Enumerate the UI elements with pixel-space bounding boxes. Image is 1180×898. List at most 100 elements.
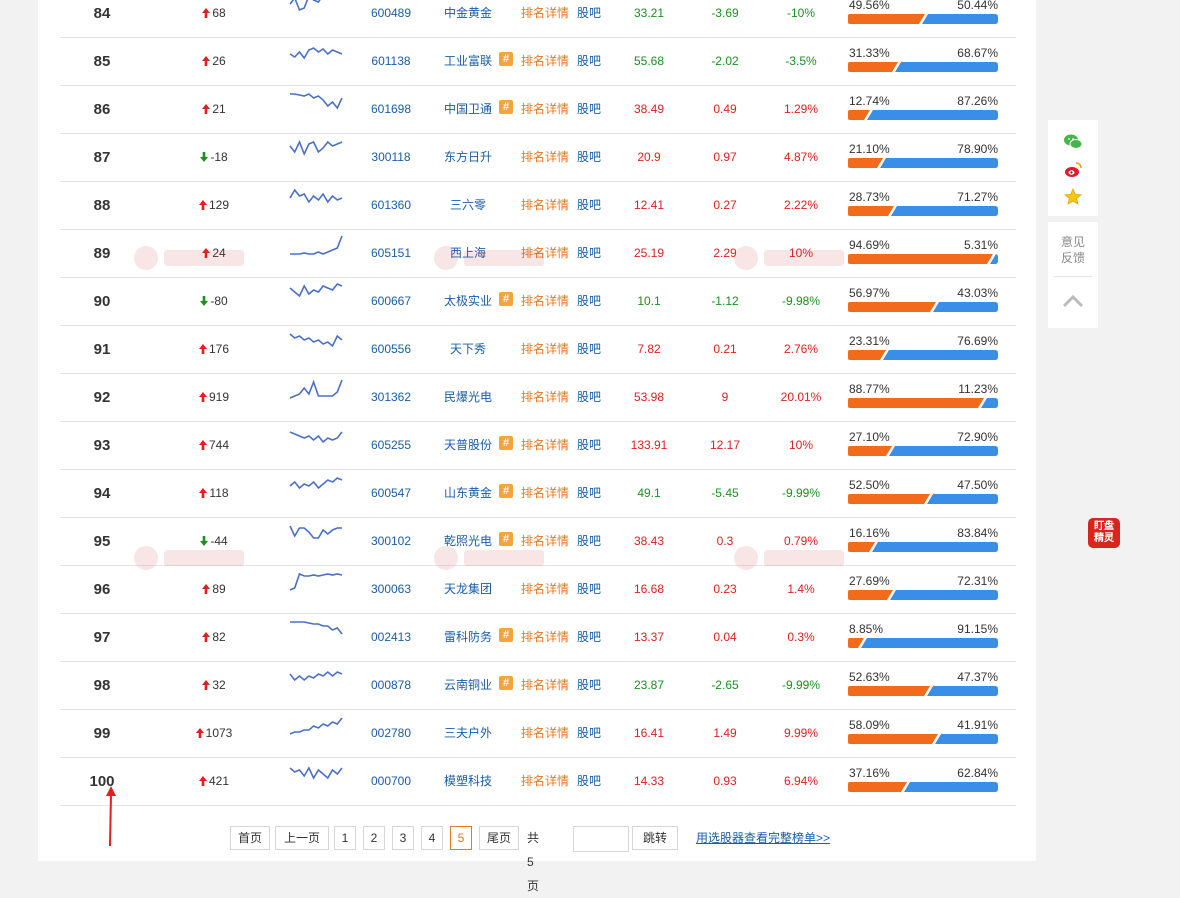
stock-code[interactable]: 600547 [370,486,412,500]
ranking-detail-link[interactable]: 排名详情 [521,150,570,164]
weibo-icon[interactable] [1063,160,1083,180]
trend-sparkline[interactable] [288,0,344,19]
ranking-detail-link[interactable]: 排名详情 [521,726,570,740]
ranking-detail-link[interactable]: 排名详情 [521,246,570,260]
guba-link[interactable]: 股吧 [577,630,602,644]
trend-sparkline[interactable] [288,327,344,355]
guba-link[interactable]: 股吧 [577,438,602,452]
stock-code[interactable]: 300063 [370,582,412,596]
stock-name[interactable]: 模塑科技 [443,774,492,788]
page-button-5-current[interactable]: 5 [450,826,472,850]
guba-link[interactable]: 股吧 [577,198,602,212]
first-page-button[interactable]: 首页 [230,826,270,850]
trend-sparkline[interactable] [288,567,344,595]
topic-hash-icon[interactable]: # [499,532,513,546]
stock-code[interactable]: 000878 [370,678,412,692]
guba-link[interactable]: 股吧 [577,342,602,356]
stock-name[interactable]: 天下秀 [449,342,486,356]
page-button-2[interactable]: 2 [363,826,385,850]
ranking-detail-link[interactable]: 排名详情 [521,678,570,692]
ranking-detail-link[interactable]: 排名详情 [521,630,570,644]
stock-code[interactable]: 301362 [370,390,412,404]
ranking-detail-link[interactable]: 排名详情 [521,6,570,20]
guba-link[interactable]: 股吧 [577,102,602,116]
stock-name[interactable]: 天龙集团 [443,582,492,596]
stock-code[interactable]: 000700 [370,774,412,788]
stock-code[interactable]: 300118 [371,150,411,164]
feedback-button[interactable]: 意见 反馈 [1048,234,1098,266]
stock-name[interactable]: 雷科防务 [443,630,492,644]
guba-link[interactable]: 股吧 [577,486,602,500]
ranking-detail-link[interactable]: 排名详情 [521,534,570,548]
trend-sparkline[interactable] [288,423,344,451]
topic-hash-icon[interactable]: # [499,100,513,114]
ranking-detail-link[interactable]: 排名详情 [521,390,570,404]
jump-page-input[interactable] [573,826,629,852]
stock-name[interactable]: 太极实业 [443,294,492,308]
topic-hash-icon[interactable]: # [499,292,513,306]
stock-name[interactable]: 东方日升 [443,150,492,164]
stock-name[interactable]: 乾照光电 [443,534,492,548]
stock-code[interactable]: 605151 [370,246,412,260]
trend-sparkline[interactable] [288,135,344,163]
stock-name[interactable]: 西上海 [440,230,496,277]
stock-name[interactable]: 工业富联 [443,54,492,68]
ranking-detail-link[interactable]: 排名详情 [521,342,570,356]
stock-code[interactable]: 600556 [370,342,412,356]
page-button-3[interactable]: 3 [392,826,414,850]
ranking-detail-link[interactable]: 排名详情 [521,198,570,212]
topic-hash-icon[interactable]: # [499,628,513,642]
ranking-detail-link[interactable]: 排名详情 [521,294,570,308]
guba-link[interactable]: 股吧 [577,246,602,260]
guba-link[interactable]: 股吧 [577,678,602,692]
trend-sparkline[interactable] [288,39,344,67]
stock-name[interactable]: 天普股份 [443,438,492,452]
guba-link[interactable]: 股吧 [577,150,602,164]
trend-sparkline[interactable] [288,279,344,307]
ranking-detail-link[interactable]: 排名详情 [521,54,570,68]
stock-code[interactable]: 002780 [370,726,412,740]
guba-link[interactable]: 股吧 [577,726,602,740]
trend-sparkline[interactable] [288,711,344,739]
stock-code[interactable]: 601138 [371,54,411,68]
trend-sparkline[interactable] [288,615,344,643]
stock-code[interactable]: 002413 [370,630,412,644]
guba-link[interactable]: 股吧 [577,582,602,596]
stock-name[interactable]: 中国卫通 [443,102,492,116]
last-page-button[interactable]: 尾页 [479,826,519,850]
stock-name[interactable]: 云南铜业 [443,678,492,692]
trend-sparkline[interactable] [288,183,344,211]
ranking-detail-link[interactable]: 排名详情 [521,438,570,452]
prev-page-button[interactable]: 上一页 [275,826,329,850]
stock-code[interactable]: 600667 [370,294,412,308]
topic-hash-icon[interactable]: # [499,52,513,66]
back-to-top-icon[interactable] [1062,294,1084,308]
topic-hash-icon[interactable]: # [499,676,513,690]
full-list-link[interactable]: 用选股器查看完整榜单>> [696,831,831,845]
ranking-detail-link[interactable]: 排名详情 [521,486,570,500]
stock-name[interactable]: 山东黄金 [443,486,492,500]
guba-link[interactable]: 股吧 [577,294,602,308]
stock-code[interactable]: 601698 [370,102,412,116]
ranking-detail-link[interactable]: 排名详情 [521,102,570,116]
ranking-detail-link[interactable]: 排名详情 [521,582,570,596]
guba-link[interactable]: 股吧 [577,6,602,20]
dingpan-widget[interactable]: 盯盘 精灵 [1088,518,1120,548]
topic-hash-icon[interactable]: # [499,436,513,450]
trend-sparkline[interactable] [288,759,344,787]
page-button-1[interactable]: 1 [334,826,356,850]
stock-code[interactable]: 300102 [370,534,412,548]
trend-sparkline[interactable] [288,87,344,115]
wechat-icon[interactable] [1063,132,1083,152]
trend-sparkline[interactable] [288,375,344,403]
trend-sparkline[interactable] [288,663,344,691]
page-button-4[interactable]: 4 [421,826,443,850]
trend-sparkline[interactable] [288,231,344,259]
trend-sparkline[interactable] [288,471,344,499]
stock-name[interactable]: 三六零 [449,198,486,212]
stock-name[interactable]: 三夫户外 [443,726,492,740]
jump-button[interactable]: 跳转 [632,826,678,850]
topic-hash-icon[interactable]: # [499,484,513,498]
stock-code[interactable]: 601360 [370,198,412,212]
guba-link[interactable]: 股吧 [577,390,602,404]
